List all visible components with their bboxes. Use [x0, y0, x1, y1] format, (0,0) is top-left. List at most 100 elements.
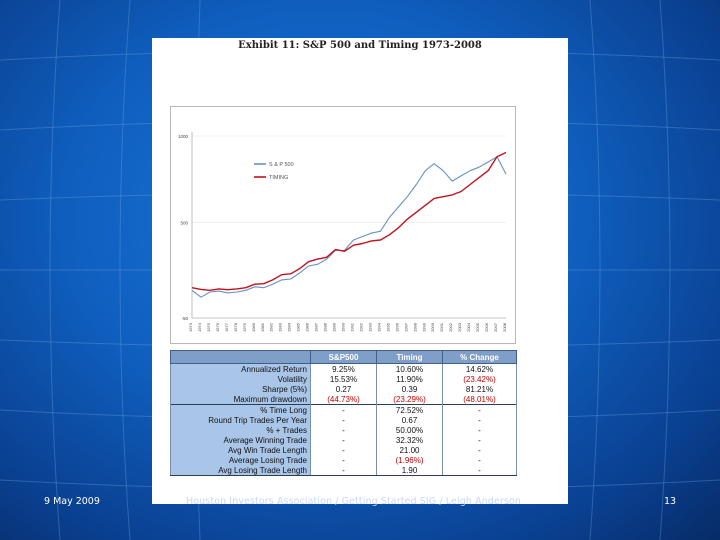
- row-label: Sharpe (5%): [170, 384, 311, 394]
- x-tick-label: 1988: [323, 322, 328, 332]
- sp500-value: -: [310, 425, 377, 435]
- x-tick-label: 1977: [224, 322, 229, 332]
- table-row: Avg Win Trade Length -21.00-: [170, 445, 517, 455]
- table-row: Round Trip Trades Per Year -0.67-: [170, 415, 517, 425]
- x-tick-label: 1980: [251, 322, 256, 332]
- row-label: Average Losing Trade: [170, 455, 311, 465]
- sp500-value: (44.73%): [310, 394, 377, 405]
- row-label: % + Trades: [170, 425, 311, 435]
- sp500-value: -: [310, 404, 377, 415]
- timing-value: 72.52%: [376, 404, 443, 415]
- x-tick-label: 1991: [349, 322, 354, 332]
- change-value: -: [442, 445, 517, 455]
- sp500-value: -: [310, 455, 377, 465]
- footer-credit: Houston Investors Association / Getting …: [186, 496, 521, 507]
- row-label: Avg Losing Trade Length: [170, 465, 311, 476]
- x-tick-label: 1981: [260, 322, 265, 332]
- row-label: Maximum drawdown: [170, 394, 311, 405]
- table-row: Average Winning Trade -32.32% -: [170, 435, 517, 445]
- x-tick-label: 2000: [430, 322, 435, 332]
- exhibit-card: Exhibit 11: S&P 500 and Timing 1973-2008…: [152, 38, 568, 504]
- sp500-value: 9.25%: [310, 363, 377, 374]
- sp500-value: -: [310, 435, 377, 445]
- table-row: Avg Losing Trade Length -1.90-: [170, 465, 517, 476]
- change-value: 14.62%: [442, 363, 517, 374]
- sp500-value: -: [310, 415, 377, 425]
- change-value: (23.42%): [442, 374, 517, 384]
- table-row: % Time Long -72.52% -: [170, 404, 517, 415]
- chart-title: Exhibit 11: S&P 500 and Timing 1973-2008: [238, 40, 482, 51]
- x-tick-label: 1995: [385, 322, 390, 332]
- change-value: -: [442, 465, 517, 476]
- sp500-value: -: [310, 445, 377, 455]
- x-tick-label: 1987: [314, 322, 319, 332]
- timing-value: 0.67: [376, 415, 443, 425]
- x-tick-label: 1999: [421, 322, 426, 332]
- row-label: Average Winning Trade: [170, 435, 311, 445]
- x-tick-label: 2005: [475, 322, 480, 332]
- x-tick-label: 2008: [502, 322, 507, 332]
- timing-value: 10.60%: [376, 363, 443, 374]
- row-label: Volatility: [170, 374, 311, 384]
- sp500-value: 0.27: [310, 384, 377, 394]
- table-row: Annualized Return 9.25% 10.60% 14.62%: [170, 363, 517, 374]
- x-tick-label: 1982: [269, 322, 274, 332]
- x-tick-label: 1992: [358, 322, 363, 332]
- timing-value: 50.00%: [376, 425, 443, 435]
- timing-value: 32.32%: [376, 435, 443, 445]
- table-row: Volatility 15.53% 11.90% (23.42%): [170, 374, 517, 384]
- plot-frame: [170, 106, 516, 344]
- x-tick-label: 1986: [305, 322, 310, 332]
- change-value: -: [442, 435, 517, 445]
- header-timing: Timing: [376, 350, 443, 364]
- x-tick-label: 2004: [466, 322, 471, 332]
- row-label: Round Trip Trades Per Year: [170, 415, 311, 425]
- series-line-0: [191, 156, 507, 298]
- x-tick-label: 2003: [457, 322, 462, 332]
- x-tick-label: 1985: [296, 322, 301, 332]
- timing-value: (23.29%): [376, 394, 443, 405]
- change-value: (48.01%): [442, 394, 517, 405]
- page-number: 13: [664, 496, 677, 507]
- change-value: -: [442, 425, 517, 435]
- x-tick-label: 1994: [376, 322, 381, 332]
- series-line-1: [191, 151, 507, 292]
- line-chart: 1000 500 -50 1973 1974 1975 1976 1977 1978 1979 1…: [170, 106, 516, 344]
- row-label: Avg Win Trade Length: [170, 445, 311, 455]
- footer-date: 9 May 2009: [44, 496, 100, 507]
- header-blank: [170, 350, 311, 364]
- sp500-value: -: [310, 465, 377, 476]
- timing-value: 0.39: [376, 384, 443, 394]
- table-row: % + Trades -50.00% -: [170, 425, 517, 435]
- x-tick-label: 1984: [287, 322, 292, 332]
- change-value: 81.21%: [442, 384, 517, 394]
- x-tick-label: 2001: [439, 322, 444, 332]
- x-tick-label: 1983: [278, 322, 283, 332]
- y-tick-label: 500: [180, 221, 188, 226]
- table-row: Maximum drawdown (44.73%) (23.29%) (48.01%): [170, 394, 517, 405]
- legend-label: TIMING: [269, 175, 288, 181]
- x-tick-label: 2002: [448, 322, 453, 332]
- x-tick-label: 1990: [341, 322, 346, 332]
- timing-value: 21.00: [376, 445, 443, 455]
- x-tick-label: 1973: [188, 322, 193, 332]
- table-header-row: S&P500 Timing % Change: [170, 350, 517, 364]
- x-tick-label: 1998: [412, 322, 417, 332]
- legend-label: S & P 500: [269, 162, 294, 168]
- change-value: -: [442, 415, 517, 425]
- y-tick-label: 1000: [178, 134, 189, 139]
- x-tick-label: 1974: [197, 322, 202, 332]
- change-value: -: [442, 455, 517, 465]
- table-row: Sharpe (5%) 0.27 0.39 81.21%: [170, 384, 517, 394]
- x-tick-label: 1975: [206, 322, 211, 332]
- x-tick-label: 2006: [484, 322, 489, 332]
- header-sp500: S&P500: [310, 350, 377, 364]
- change-value: -: [442, 404, 517, 415]
- timing-value: (1.96%): [376, 455, 443, 465]
- x-tick-label: 1979: [242, 322, 247, 332]
- x-tick-label: 1997: [403, 322, 408, 332]
- table-row: Average Losing Trade - (1.96%) -: [170, 455, 517, 465]
- statistics-table: S&P500 Timing % Change Annualized Return…: [170, 350, 517, 476]
- y-tick-label: -50: [181, 316, 188, 321]
- x-tick-label: 2007: [493, 322, 498, 332]
